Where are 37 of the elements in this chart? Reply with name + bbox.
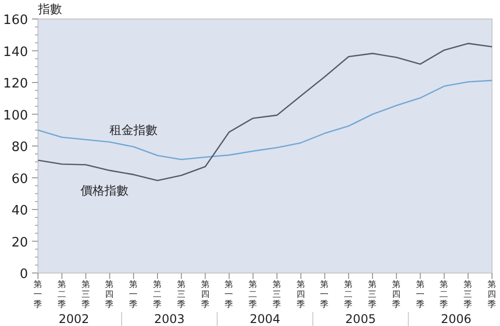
y-axis-title: 指數 xyxy=(37,2,62,16)
x-tick-label: 第四季 xyxy=(105,279,114,310)
y-tick-label: 100 xyxy=(3,108,28,124)
x-tick-label: 第二季 xyxy=(248,279,258,310)
text: 2005 xyxy=(345,312,376,326)
x-tick-label: 第四季 xyxy=(392,279,401,310)
x-tick-label: 第四季 xyxy=(488,279,496,310)
text: 2003 xyxy=(154,312,185,326)
y-tick-label: 140 xyxy=(3,44,28,60)
text: 2006 xyxy=(440,312,472,326)
x-tick-label: 第三季 xyxy=(368,279,378,310)
x-tick-label: 第三季 xyxy=(464,279,473,310)
x-tick-label: 第四季 xyxy=(296,279,306,310)
x-tick-label: 第一季 xyxy=(416,279,425,310)
x-tick-label: 第三季 xyxy=(176,279,186,310)
y-tick-label: 0 xyxy=(20,267,28,282)
series-label: 租金指數 xyxy=(110,122,158,137)
x-tick-label: 第一季 xyxy=(320,279,330,310)
x-tick-label: 第二季 xyxy=(152,279,162,310)
text: 2004 xyxy=(250,312,280,326)
y-tick-label: 160 xyxy=(3,13,28,28)
x-tick-label: 第二季 xyxy=(440,279,449,310)
x-tick-label: 第一季 xyxy=(34,279,42,310)
x-tick-label: 第二季 xyxy=(57,279,66,310)
x-tick-label: 第二季 xyxy=(344,279,354,310)
text: 2002 xyxy=(58,312,90,326)
x-tick-label: 第一季 xyxy=(129,279,138,310)
x-tick-label: 第一季 xyxy=(224,279,234,310)
x-tick-label: 第三季 xyxy=(81,279,90,310)
y-tick-label: 40 xyxy=(11,204,28,218)
series-label: 價格指數 xyxy=(80,183,129,198)
x-tick-label: 第四季 xyxy=(200,279,210,310)
y-tick-label: 80 xyxy=(11,140,28,155)
y-tick-label: 120 xyxy=(3,76,28,92)
y-tick-label: 60 xyxy=(11,172,28,187)
y-tick-label: 20 xyxy=(11,235,28,250)
x-tick-label: 第三季 xyxy=(272,279,282,310)
